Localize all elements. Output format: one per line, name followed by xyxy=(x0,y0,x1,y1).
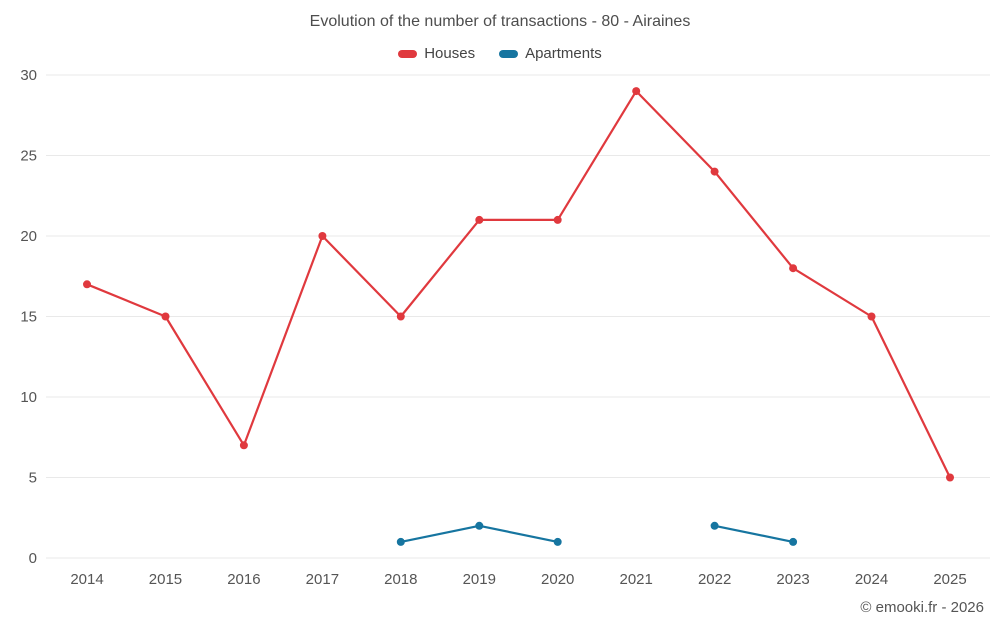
chart-title: Evolution of the number of transactions … xyxy=(309,13,691,30)
x-tick-label: 2021 xyxy=(619,571,652,588)
data-point-apartments[interactable] xyxy=(710,521,719,530)
x-tick-label: 2015 xyxy=(149,571,182,588)
x-tick-label: 2023 xyxy=(776,571,809,588)
x-tick-label: 2020 xyxy=(541,571,574,588)
x-tick-label: 2017 xyxy=(306,571,339,588)
legend-item-houses[interactable]: Houses xyxy=(398,45,475,62)
data-point-houses[interactable] xyxy=(83,280,91,289)
legend-label-apartments: Apartments xyxy=(525,45,602,62)
y-tick-label: 30 xyxy=(20,67,37,84)
data-point-houses[interactable] xyxy=(239,441,248,450)
data-point-apartments[interactable] xyxy=(396,537,405,546)
data-point-houses[interactable] xyxy=(318,232,327,240)
data-point-houses[interactable] xyxy=(475,215,484,224)
data-point-houses[interactable] xyxy=(789,264,798,273)
series-line-apartments xyxy=(399,524,795,543)
x-tick-label: 2025 xyxy=(933,571,966,588)
y-tick-label: 10 xyxy=(20,389,37,406)
data-point-houses[interactable] xyxy=(161,312,170,321)
x-tick-label: 2018 xyxy=(384,571,417,588)
y-tick-label: 5 xyxy=(29,470,37,487)
y-tick-label: 0 xyxy=(29,550,37,567)
chart-legend: Houses Apartments xyxy=(0,45,1000,62)
x-tick-label: 2022 xyxy=(698,571,731,588)
y-tick-label: 15 xyxy=(20,309,37,326)
x-tick-label: 2014 xyxy=(70,571,103,588)
legend-swatch-apartments xyxy=(499,49,519,58)
y-tick-label: 20 xyxy=(20,228,37,245)
data-point-apartments[interactable] xyxy=(789,537,798,546)
x-tick-label: 2024 xyxy=(855,571,888,588)
data-point-houses[interactable] xyxy=(632,87,641,96)
data-point-apartments[interactable] xyxy=(553,537,562,546)
x-tick-label: 2016 xyxy=(227,571,260,588)
data-point-houses[interactable] xyxy=(946,473,954,482)
data-point-houses[interactable] xyxy=(553,215,562,224)
copyright-text: © emooki.fr - 2026 xyxy=(860,599,984,616)
y-tick-label: 25 xyxy=(20,148,37,165)
data-point-apartments[interactable] xyxy=(475,521,484,530)
series-line-houses xyxy=(85,90,952,479)
legend-swatch-houses xyxy=(398,49,418,58)
legend-item-apartments[interactable]: Apartments xyxy=(499,45,602,62)
x-tick-label: 2019 xyxy=(463,571,496,588)
data-point-houses[interactable] xyxy=(867,312,876,321)
data-point-houses[interactable] xyxy=(710,167,719,176)
legend-label-houses: Houses xyxy=(424,45,476,62)
data-point-houses[interactable] xyxy=(396,312,405,321)
